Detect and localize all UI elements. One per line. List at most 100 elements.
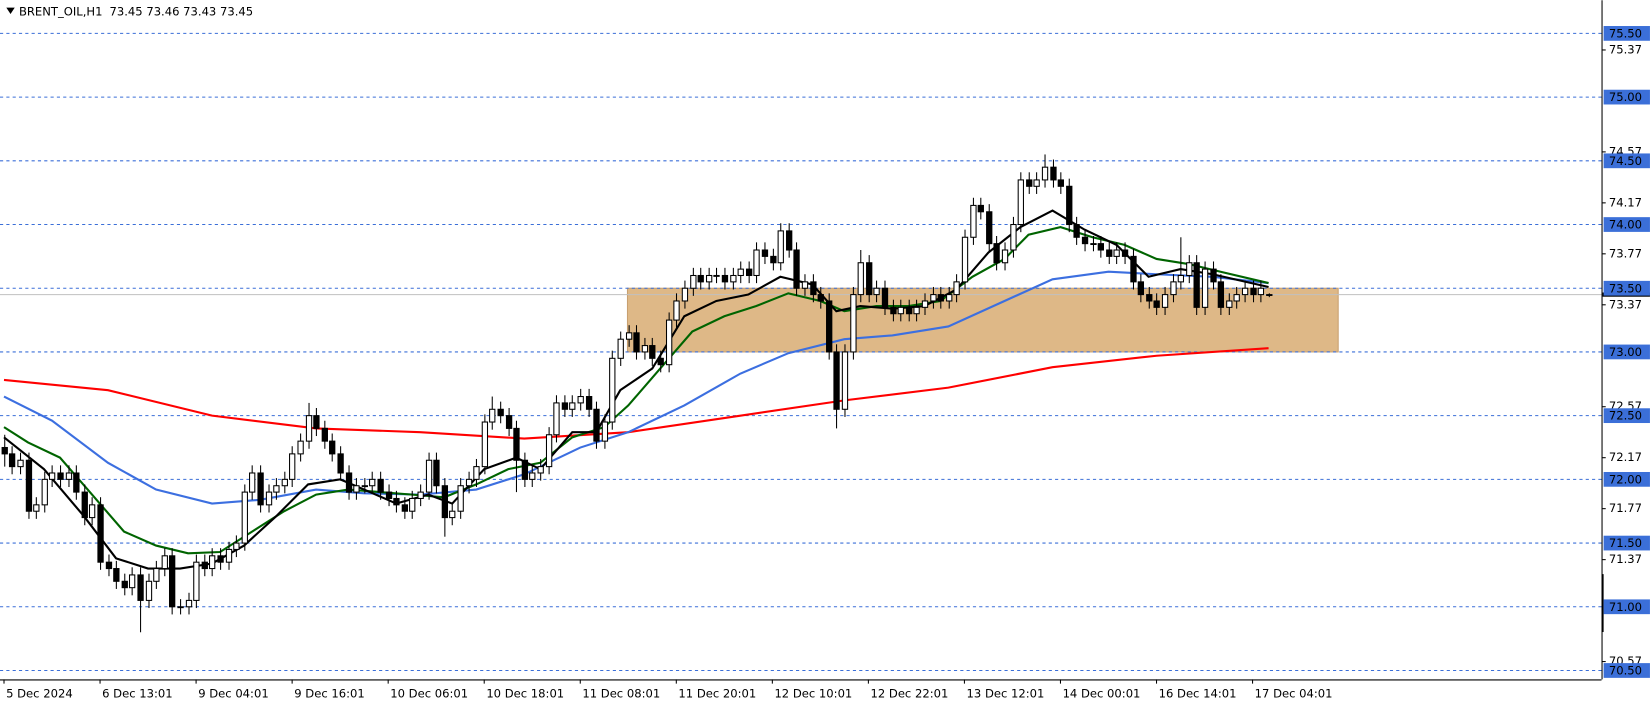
candle-body	[121, 580, 128, 589]
level-label: 72.00	[1609, 472, 1642, 486]
candle-body	[1233, 294, 1240, 302]
level-label-box	[1603, 535, 1650, 551]
candle-body	[481, 421, 489, 468]
candle-body	[1177, 274, 1185, 283]
level-label-box	[1603, 408, 1650, 424]
candle-body	[690, 274, 697, 289]
level-label: 75.00	[1609, 90, 1642, 104]
candle-body	[113, 568, 120, 582]
candle-body	[890, 306, 897, 315]
level-label: 70.50	[1609, 664, 1642, 678]
candle-body	[337, 453, 344, 474]
candle-body	[473, 466, 480, 480]
candle-body	[1250, 287, 1257, 296]
candle-body	[866, 262, 873, 296]
candle-body	[1257, 287, 1265, 296]
candle-body	[241, 491, 248, 544]
candle-body	[1001, 249, 1009, 264]
candle-body	[593, 408, 600, 442]
candle-body	[569, 402, 576, 410]
candle-body	[201, 561, 208, 570]
candle-body	[88, 504, 96, 519]
candle-body	[826, 300, 833, 353]
candle-body	[1130, 255, 1137, 283]
title-arrow	[6, 7, 15, 14]
candle-body	[937, 294, 944, 302]
quote: 73.45 73.46 73.43 73.45	[110, 4, 254, 18]
candle-body	[281, 478, 288, 487]
candle-body	[128, 574, 136, 589]
candle-body	[217, 555, 224, 563]
level-label: 72.50	[1609, 409, 1642, 423]
candle-body	[329, 440, 336, 455]
candle-body	[353, 485, 360, 493]
candle-body	[1106, 249, 1113, 257]
y-tick-label: 75.37	[1609, 42, 1642, 56]
candle-body	[361, 485, 369, 488]
candle-body	[401, 504, 409, 512]
candle-body	[1161, 294, 1169, 308]
candle-body	[1073, 223, 1080, 238]
x-tick-label: 11 Dec 20:01	[678, 687, 756, 701]
x-tick-label: 11 Dec 08:01	[582, 687, 660, 701]
candle-body	[1226, 300, 1233, 308]
candle-body	[1090, 243, 1097, 246]
y-tick-label: 72.17	[1609, 450, 1642, 464]
candle-body	[65, 472, 73, 480]
candle-body	[161, 555, 168, 570]
candle-body	[1, 446, 8, 455]
candle-body	[249, 472, 256, 493]
candle-body	[449, 510, 456, 519]
candle-body	[393, 497, 400, 506]
candle-body	[1033, 179, 1040, 187]
candle-body	[793, 249, 800, 289]
level-label-box	[1603, 663, 1650, 678]
candle-body	[73, 472, 80, 493]
candle-body	[521, 459, 529, 480]
y-tick-label: 73.37	[1609, 297, 1642, 311]
candle-body	[1050, 166, 1057, 181]
candle-body	[1153, 300, 1160, 308]
x-tick-label: 12 Dec 22:01	[870, 687, 948, 701]
candle-body	[265, 491, 273, 506]
candle-body	[873, 287, 880, 296]
candle-body	[721, 274, 729, 283]
level-label-box	[1603, 280, 1650, 296]
x-tick-label: 16 Dec 14:01	[1159, 687, 1237, 701]
candle-body	[81, 491, 88, 519]
candle-body	[577, 396, 584, 404]
candle-body	[1193, 262, 1200, 308]
candle-body	[1186, 262, 1193, 277]
candle-body	[746, 268, 753, 277]
x-tick-label: 17 Dec 04:01	[1255, 687, 1333, 701]
candle-body	[321, 427, 328, 442]
candle-body	[681, 287, 689, 302]
candle-body	[297, 440, 304, 455]
candle-body	[441, 485, 449, 519]
candle-body	[1201, 268, 1209, 308]
candle-body	[777, 230, 784, 264]
candle-body	[48, 472, 56, 480]
candle-body	[1121, 249, 1129, 257]
candle-body	[345, 472, 353, 493]
x-tick-label: 6 Dec 13:01	[102, 687, 173, 701]
candle-body	[617, 338, 624, 359]
candle-body	[737, 268, 744, 277]
level-label-box	[1603, 599, 1650, 615]
candle-body	[946, 294, 953, 302]
candle-body	[1097, 243, 1105, 251]
x-tick-label: 5 Dec 2024	[6, 687, 73, 701]
candle-body	[225, 548, 233, 563]
candle-body	[1217, 281, 1225, 308]
candle-body	[417, 491, 424, 500]
candle-body	[513, 427, 520, 461]
candle-body	[289, 453, 296, 480]
y-tick-label: 74.17	[1609, 195, 1642, 209]
level-label-box	[1603, 471, 1650, 487]
candle-body	[1170, 281, 1177, 296]
candle-body	[209, 555, 216, 570]
level-label: 74.00	[1609, 218, 1642, 232]
y-tick-label: 71.37	[1609, 552, 1642, 566]
candle-body	[1026, 179, 1033, 187]
